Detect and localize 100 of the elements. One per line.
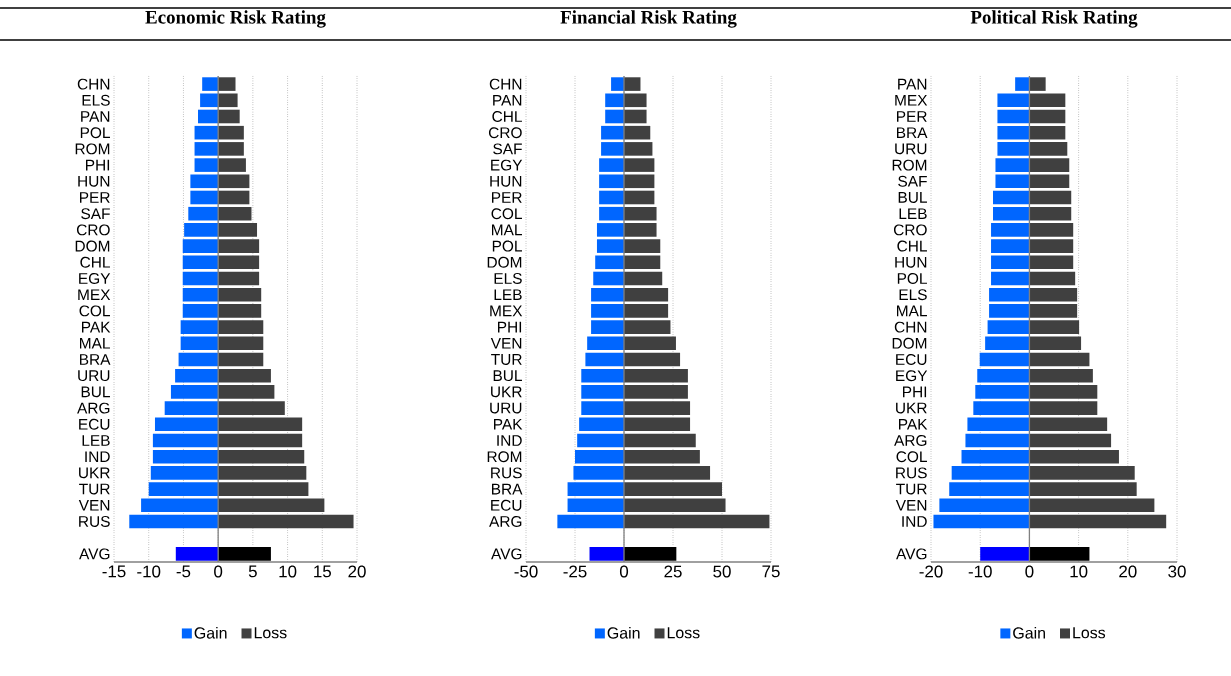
bar <box>993 190 1030 205</box>
bar <box>624 271 663 286</box>
bar <box>150 466 219 480</box>
bar <box>575 449 625 464</box>
bar <box>624 158 655 172</box>
bar <box>190 190 219 205</box>
bar <box>939 498 1030 513</box>
bar <box>180 336 219 351</box>
bar <box>1029 77 1046 91</box>
y-tick-label: CHN <box>894 321 927 333</box>
y-tick-label: CHL <box>897 240 927 252</box>
bar <box>218 271 260 286</box>
bar <box>218 125 244 140</box>
bar <box>1029 109 1066 124</box>
y-tick-label: AVG <box>491 548 522 560</box>
bar <box>601 125 625 140</box>
bar <box>218 433 303 448</box>
x-tick-label: 0 <box>1025 565 1034 578</box>
y-tick-label: RUS <box>896 467 927 479</box>
bar <box>1029 190 1072 205</box>
bar <box>1029 287 1078 302</box>
bar <box>1029 304 1078 318</box>
y-tick-label: VEN <box>490 337 522 349</box>
bar <box>605 109 625 124</box>
bar <box>589 547 625 561</box>
bar <box>624 401 691 415</box>
bar <box>218 336 264 351</box>
bar <box>1029 498 1155 513</box>
y-tick-label: BUL <box>81 386 110 398</box>
legend-label: Loss <box>254 627 287 639</box>
y-tick-label: PAK <box>82 321 111 333</box>
bar <box>624 304 669 318</box>
bar <box>218 206 252 221</box>
bar <box>1029 449 1119 464</box>
y-tick-label: PAN <box>81 111 110 122</box>
y-tick-label: PAN <box>898 78 927 90</box>
bar <box>624 385 688 399</box>
y-tick-label: POL <box>897 273 927 284</box>
y-tick-label: POL <box>492 240 522 252</box>
y-tick-label: BRA <box>897 127 928 138</box>
bar <box>218 174 250 189</box>
bar <box>595 255 625 270</box>
y-tick-label: PHI <box>903 386 927 398</box>
bar <box>624 433 696 448</box>
y-tick-label: LEB <box>494 289 522 300</box>
x-tick-label: 0 <box>619 565 629 578</box>
bar <box>624 417 691 432</box>
y-tick-label: EGY <box>491 159 523 171</box>
bar <box>218 239 260 253</box>
bar <box>624 466 711 480</box>
bar <box>993 206 1030 221</box>
legend-label: Loss <box>1073 627 1106 639</box>
bar <box>587 336 625 351</box>
bar <box>624 142 653 156</box>
bar <box>182 304 219 318</box>
y-tick-label: EGY <box>79 273 111 284</box>
y-tick-label: VEN <box>78 499 110 511</box>
bar <box>599 158 625 172</box>
bar <box>1029 223 1074 237</box>
bar <box>624 93 647 108</box>
bar <box>624 239 661 253</box>
bar <box>624 320 671 334</box>
bar <box>581 368 625 383</box>
bar <box>624 109 647 124</box>
bar <box>973 401 1030 415</box>
bar <box>152 433 219 448</box>
bar <box>182 271 219 286</box>
bar <box>202 77 219 91</box>
bar <box>198 109 219 124</box>
bar <box>591 287 625 302</box>
bar <box>218 482 309 496</box>
y-tick-label: CHN <box>489 78 522 90</box>
bar <box>182 287 219 302</box>
bar <box>577 433 625 448</box>
x-tick-label: 10 <box>1070 565 1088 578</box>
bar <box>624 449 700 464</box>
bar <box>200 93 219 108</box>
bar <box>180 320 219 334</box>
y-tick-label: HUN <box>490 175 522 187</box>
x-tick-label: -50 <box>514 565 538 578</box>
y-tick-label: COL <box>491 208 522 220</box>
bar <box>218 385 275 399</box>
bar <box>218 449 305 464</box>
bar <box>624 547 677 561</box>
y-tick-label: IND <box>85 451 110 462</box>
bar <box>624 368 688 383</box>
y-tick-label: ROM <box>892 159 927 171</box>
bar <box>567 482 625 496</box>
bar <box>581 385 625 399</box>
y-tick-label: IND <box>902 516 927 527</box>
bar <box>624 336 676 351</box>
bar <box>975 385 1030 399</box>
bar <box>1029 255 1074 270</box>
bar <box>624 125 651 140</box>
y-tick-label: DOM <box>75 240 110 252</box>
bar <box>591 320 625 334</box>
bar <box>1015 77 1030 91</box>
bar <box>154 417 219 432</box>
legend-label: Loss <box>667 627 700 639</box>
y-tick-label: CRO <box>76 224 110 236</box>
